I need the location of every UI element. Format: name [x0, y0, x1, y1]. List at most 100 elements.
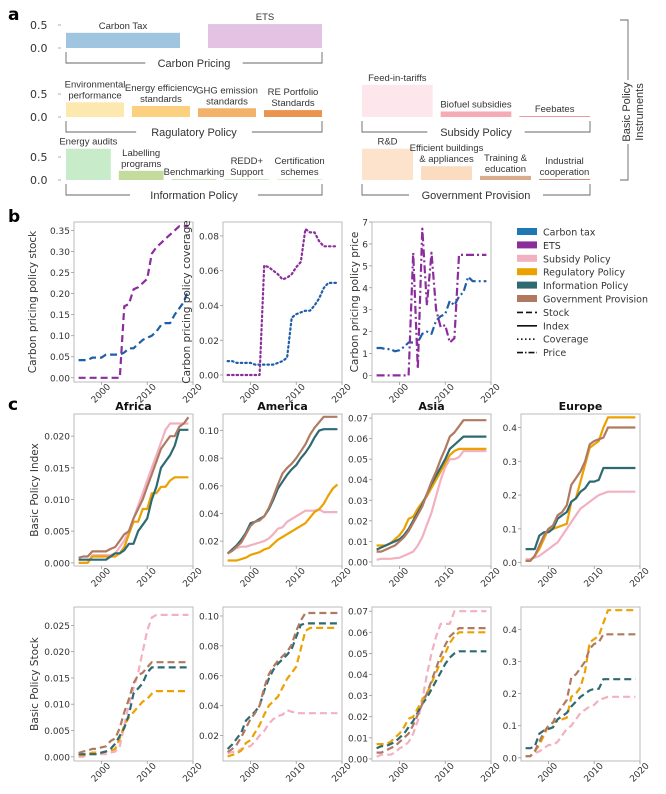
legend: Carbon tax ETS Subsidy Policy Regulatory Po… [517, 228, 648, 359]
y-tick-label: 0.08 [199, 232, 219, 242]
x-tick-label: 2020 [628, 566, 651, 589]
bar-label: Energy audits [59, 137, 117, 148]
panel-letter-c: c [8, 395, 18, 415]
x-tick-label: 2000 [537, 761, 560, 784]
y-tick-label: 0.0 [30, 42, 48, 55]
legend-item: Coverage [517, 335, 589, 346]
y-tick-label: 0.15 [50, 311, 70, 321]
y-tick-label: 0.30 [50, 248, 70, 258]
bar-label: cooperation [540, 167, 590, 178]
bar-label: Labelling [122, 148, 160, 159]
bar-label: Environmental [65, 79, 126, 90]
x-tick-label: 2010 [136, 566, 159, 589]
series-information-policy [376, 435, 487, 551]
side-label: Basic Policy Instruments [621, 82, 646, 142]
series-information-policy [226, 428, 338, 555]
legend-swatch [517, 228, 537, 235]
x-tick-label: 2000 [90, 382, 113, 405]
y-tick-label: 0.0 [30, 111, 48, 124]
series-regulatory-policy [227, 626, 338, 758]
legend-item: Price [517, 348, 566, 359]
x-tick-label: 2010 [583, 761, 606, 784]
y-tick-label: 0.01 [348, 734, 368, 744]
x-tick-label: 2020 [181, 566, 204, 589]
x-tick-label: 2020 [330, 382, 353, 405]
y-tick-label: 0.00 [348, 755, 368, 765]
bar [362, 148, 413, 180]
y-tick-label: 0.02 [199, 337, 219, 347]
y-axis-label: Carbon pricing policy price [349, 232, 361, 373]
y-tick-label: 0.005 [44, 727, 70, 737]
bar-label: performance [68, 90, 121, 101]
legend-swatch [517, 268, 537, 276]
y-tick-label: 0.04 [199, 302, 219, 312]
group-label: Carbon Pricing [158, 58, 231, 70]
series-regulatory-policy [525, 416, 636, 562]
y-tick-label: 1 [362, 350, 368, 360]
x-tick-label: 2020 [479, 761, 502, 784]
bar [224, 179, 270, 180]
y-tick-label: 0.000 [44, 559, 70, 569]
y-tick-label: 0.3 [503, 658, 517, 668]
bar-label: Biofuel subsidies [440, 99, 512, 110]
y-tick-label: 0.07 [348, 415, 368, 425]
x-tick-label: 2010 [434, 761, 457, 784]
y-tick-label: 0.10 [199, 612, 219, 622]
series-regulatory-policy [376, 631, 487, 746]
y-tick-label: 0.01 [348, 538, 368, 548]
y-tick-label: 0.05 [348, 650, 368, 660]
x-tick-label: 2010 [285, 566, 308, 589]
bar [198, 108, 256, 117]
x-tick-label: 2000 [90, 761, 113, 784]
y-tick-label: 0.015 [44, 464, 70, 474]
series-government-provision [227, 415, 338, 555]
subplot-title: Asia [418, 400, 444, 413]
bracket-gap [409, 191, 543, 199]
y-tick-label: 0.07 [348, 608, 368, 618]
subplot-c-2-4: 0.0 0.1 0.2 0.3 0.4 2000 2010 2020 [503, 606, 652, 785]
legend-label: Information Policy [543, 281, 629, 292]
series-subsidy-policy [227, 508, 338, 555]
x-tick-label: 2000 [388, 382, 411, 405]
plot-frame [520, 413, 641, 567]
y-tick-label: 0.04 [199, 702, 219, 712]
legend-swatch [517, 281, 537, 289]
x-tick-label: 2020 [628, 761, 651, 784]
y-tick-label: 0.00 [348, 558, 368, 568]
legend-item: Stock [517, 308, 570, 319]
y-tick-label: 0.3 [503, 458, 517, 468]
bar-label: Industrial [545, 156, 584, 167]
legend-label: Carbon tax [543, 228, 596, 239]
legend-item: Subsidy Policy [517, 254, 611, 265]
series-subsidy-policy [227, 709, 338, 755]
x-tick-label: 2010 [136, 761, 159, 784]
y-tick-label: 0.04 [199, 510, 219, 520]
y-tick-label: 0.1 [503, 722, 517, 732]
panel-letter-a: a [8, 5, 19, 25]
side-label-line: Basic Policy [621, 82, 633, 142]
series-ets [226, 227, 339, 377]
legend-label: ETS [543, 241, 561, 252]
bar [421, 166, 472, 180]
bar-label: Feebates [535, 104, 575, 115]
bar-label: standards [140, 94, 182, 105]
y-tick-label: 0.03 [348, 497, 368, 507]
subplot-title: Europe [559, 400, 603, 413]
bar-label: Standards [271, 98, 315, 109]
series-information-policy [78, 666, 189, 756]
series-carbon-tax [226, 281, 339, 366]
y-tick-label: 0.5 [30, 151, 48, 164]
bar-label: Certification [275, 156, 325, 167]
series-subsidy-policy [525, 695, 636, 758]
series-subsidy-policy [78, 613, 189, 758]
y-tick-label: 0.010 [44, 496, 70, 506]
y-tick-label: 7 [362, 219, 368, 229]
legend-item: Carbon tax [517, 228, 596, 239]
legend-item: Regulatory Policy [517, 268, 625, 279]
plot-frame [520, 606, 641, 762]
y-tick-label: 0.5 [30, 88, 48, 101]
series-subsidy-policy [525, 490, 636, 561]
bracket-gap [136, 128, 252, 136]
